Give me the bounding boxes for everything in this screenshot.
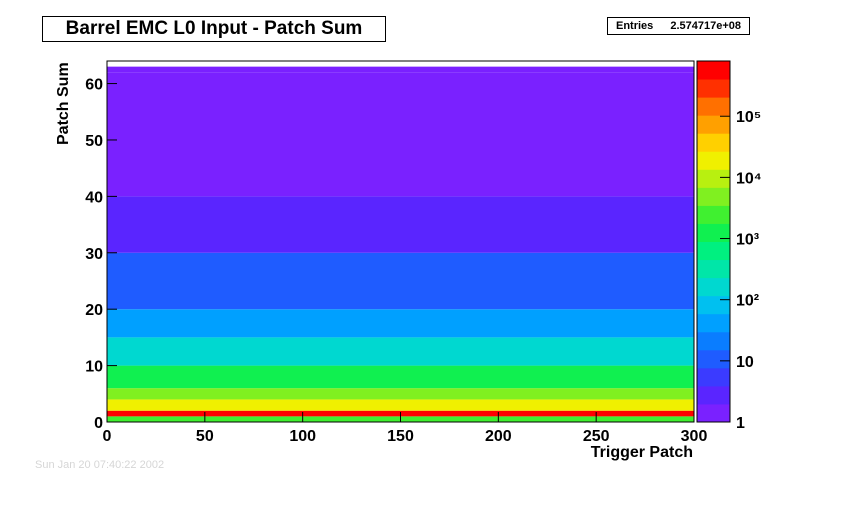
color-scale-frame xyxy=(696,60,731,423)
z-tick-label: 10⁵ xyxy=(736,109,761,126)
x-tick-label: 150 xyxy=(387,428,414,445)
color-scale-swatch xyxy=(697,115,730,134)
stats-box: Entries 2.574717e+08 xyxy=(607,17,750,35)
color-scale-swatch xyxy=(697,187,730,206)
heatmap-band xyxy=(107,309,694,338)
x-axis: 0 50 100 150 200 250 300 xyxy=(103,412,708,445)
y-tick-label: 30 xyxy=(85,246,103,263)
color-scale-swatch xyxy=(697,277,730,297)
color-scale-swatch xyxy=(697,79,730,98)
z-axis: 1 10 10² 10³ 10⁴ 10⁵ xyxy=(720,109,762,432)
y-tick-label: 0 xyxy=(94,415,103,432)
heatmap-band xyxy=(107,337,694,366)
x-tick-label: 200 xyxy=(485,428,512,445)
y-tick-label: 60 xyxy=(85,77,103,94)
entries-label: Entries xyxy=(616,20,654,32)
color-scale-swatch xyxy=(697,259,730,279)
y-axis-title: Patch Sum xyxy=(55,62,72,145)
heatmap-band xyxy=(107,399,694,411)
color-scale-swatch xyxy=(697,313,730,333)
heatmap-band xyxy=(107,365,694,389)
color-scale-swatch xyxy=(697,223,730,242)
x-axis-title: Trigger Patch xyxy=(591,444,693,461)
timestamp: Sun Jan 20 07:40:22 2002 xyxy=(35,459,165,471)
z-tick-label: 10³ xyxy=(736,232,759,249)
chart-title: Barrel EMC L0 Input - Patch Sum xyxy=(42,16,386,42)
z-tick-label: 10⁴ xyxy=(736,170,762,187)
x-tick-label: 100 xyxy=(289,428,316,445)
heatmap-band xyxy=(107,388,694,400)
z-tick-label: 10² xyxy=(736,293,759,310)
color-scale-swatch xyxy=(697,133,730,152)
color-scale-swatch xyxy=(697,205,730,224)
color-scale-swatch xyxy=(697,151,730,170)
heatmap-cells xyxy=(107,66,694,422)
x-tick-label: 300 xyxy=(681,428,708,445)
y-axis: 0 10 20 30 40 50 60 xyxy=(85,77,117,432)
heatmap-band xyxy=(107,196,694,253)
color-scale-swatch xyxy=(697,169,730,188)
x-tick-label: 50 xyxy=(196,428,214,445)
heatmap-band xyxy=(107,66,694,73)
color-scale xyxy=(696,60,731,423)
color-scale-swatch xyxy=(697,331,730,351)
heatmap-band xyxy=(107,252,694,310)
y-tick-label: 10 xyxy=(85,359,103,376)
color-scale-swatch xyxy=(697,385,730,405)
x-tick-label: 0 xyxy=(103,428,112,445)
entries-value: 2.574717e+08 xyxy=(670,20,741,32)
y-tick-label: 40 xyxy=(85,189,103,206)
z-tick-label: 10 xyxy=(736,354,754,371)
color-scale-swatch xyxy=(697,349,730,369)
color-scale-swatch xyxy=(697,367,730,387)
z-tick-label: 1 xyxy=(736,415,745,432)
color-scale-swatch xyxy=(697,241,730,261)
color-scale-swatch xyxy=(697,403,730,423)
color-scale-swatch xyxy=(697,295,730,315)
heatmap-band xyxy=(107,72,694,197)
color-scale-swatch xyxy=(697,97,730,116)
x-tick-label: 250 xyxy=(583,428,610,445)
color-scale-swatch xyxy=(697,61,730,80)
y-tick-label: 50 xyxy=(85,133,103,150)
y-tick-label: 20 xyxy=(85,302,103,319)
